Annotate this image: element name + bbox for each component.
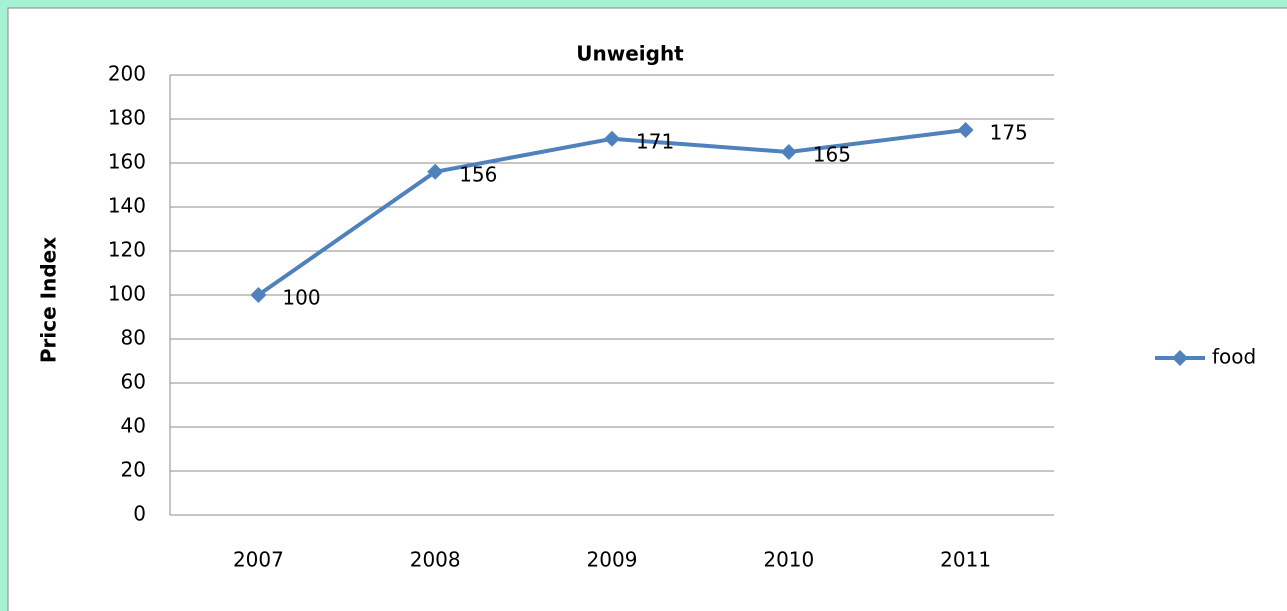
marker bbox=[957, 122, 974, 138]
y-tick-label: 80 bbox=[121, 326, 146, 350]
marker bbox=[250, 287, 267, 303]
x-tick-label: 2009 bbox=[587, 548, 638, 572]
y-tick-label: 40 bbox=[121, 414, 146, 438]
marker bbox=[780, 144, 797, 160]
x-tick-label: 2010 bbox=[763, 548, 814, 572]
y-tick-label: 20 bbox=[121, 458, 146, 482]
data-label: 171 bbox=[636, 129, 674, 153]
legend-marker bbox=[1172, 350, 1188, 366]
data-label: 165 bbox=[813, 143, 851, 167]
data-label: 175 bbox=[990, 121, 1028, 145]
legend-label: food bbox=[1212, 345, 1256, 369]
y-axis-label: Price Index bbox=[37, 237, 61, 363]
y-tick-label: 100 bbox=[108, 282, 146, 306]
y-tick-label: 160 bbox=[108, 150, 146, 174]
y-tick-label: 200 bbox=[108, 62, 146, 86]
x-tick-label: 2011 bbox=[940, 548, 991, 572]
data-label: 100 bbox=[282, 286, 320, 310]
x-tick-label: 2008 bbox=[410, 548, 461, 572]
marker bbox=[427, 163, 444, 180]
y-tick-label: 120 bbox=[108, 238, 146, 262]
y-tick-label: 180 bbox=[108, 106, 146, 130]
chart-area bbox=[7, 7, 1287, 611]
x-tick-label: 2007 bbox=[233, 548, 284, 572]
data-label: 156 bbox=[459, 162, 497, 186]
marker bbox=[604, 130, 620, 147]
y-tick-label: 140 bbox=[108, 194, 146, 218]
y-tick-label: 60 bbox=[121, 370, 146, 394]
y-tick-label: 0 bbox=[133, 502, 146, 526]
chart-title: Unweight bbox=[576, 42, 684, 66]
